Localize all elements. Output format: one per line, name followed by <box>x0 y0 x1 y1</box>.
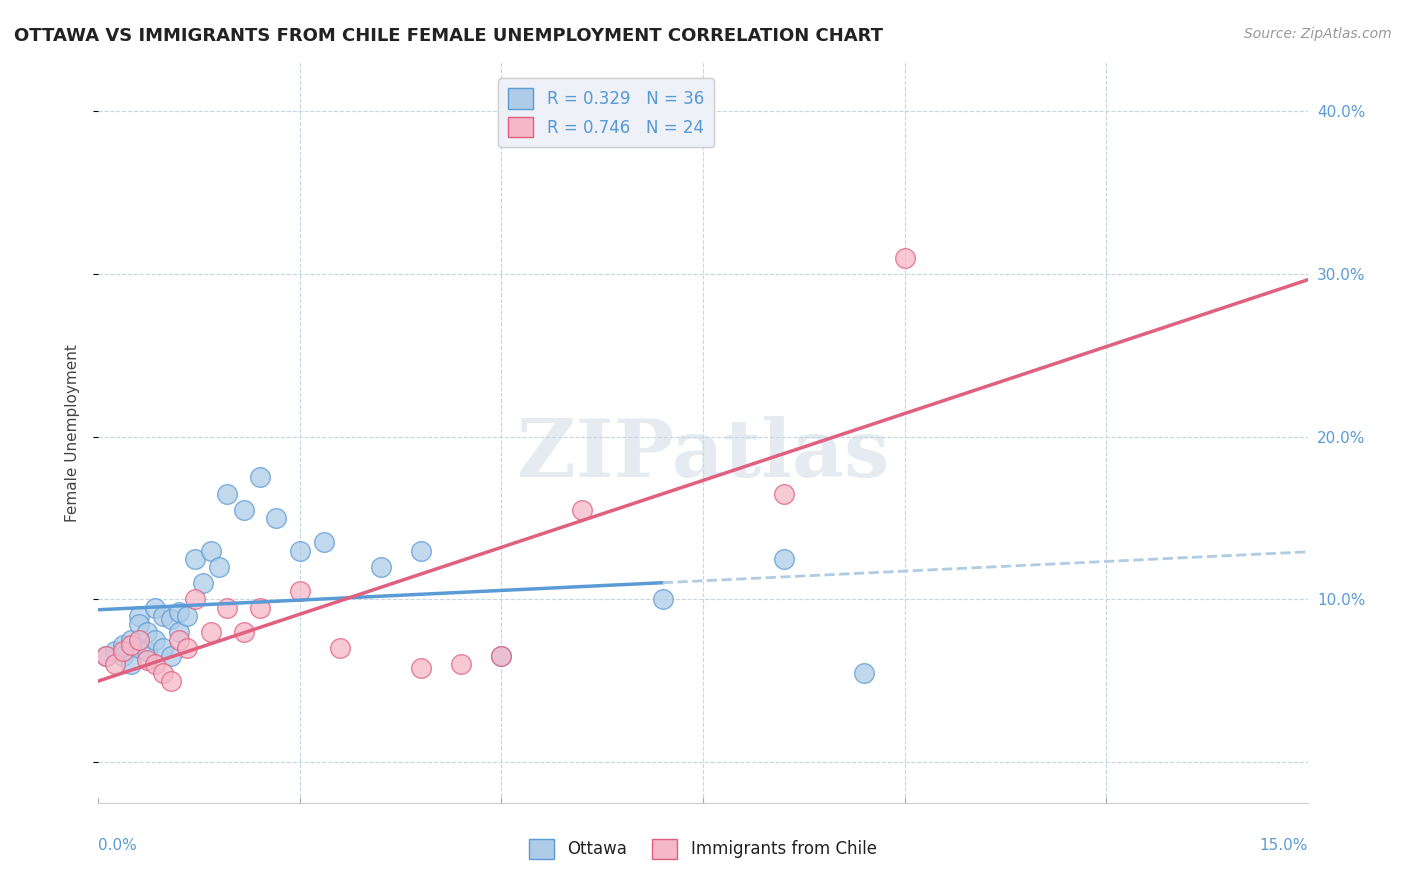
Point <box>135 652 157 666</box>
Text: 15.0%: 15.0% <box>1260 838 1308 854</box>
Point <box>176 608 198 623</box>
Point <box>120 638 142 652</box>
Point <box>772 551 794 566</box>
Point <box>232 624 254 639</box>
Point <box>571 503 593 517</box>
Point <box>160 673 183 688</box>
Point <box>111 649 134 664</box>
Point <box>249 470 271 484</box>
Point <box>160 649 183 664</box>
Text: Source: ZipAtlas.com: Source: ZipAtlas.com <box>1244 27 1392 41</box>
Legend: R = 0.329   N = 36, R = 0.746   N = 24: R = 0.329 N = 36, R = 0.746 N = 24 <box>499 78 714 147</box>
Point <box>111 644 134 658</box>
Point <box>103 657 125 672</box>
Point <box>128 633 150 648</box>
Point <box>135 644 157 658</box>
Point <box>128 641 150 656</box>
Point <box>200 624 222 639</box>
Point <box>96 649 118 664</box>
Point <box>217 600 239 615</box>
Point <box>167 633 190 648</box>
Legend: Ottawa, Immigrants from Chile: Ottawa, Immigrants from Chile <box>523 832 883 866</box>
Point <box>135 624 157 639</box>
Point <box>409 661 432 675</box>
Point <box>208 559 231 574</box>
Y-axis label: Female Unemployment: Female Unemployment <box>65 343 80 522</box>
Point <box>111 638 134 652</box>
Point <box>370 559 392 574</box>
Point <box>491 649 513 664</box>
Point <box>143 657 166 672</box>
Point <box>120 657 142 672</box>
Text: ZIPatlas: ZIPatlas <box>517 416 889 494</box>
Point <box>409 543 432 558</box>
Text: 0.0%: 0.0% <box>98 838 138 854</box>
Point <box>853 665 876 680</box>
Point <box>232 503 254 517</box>
Point <box>160 612 183 626</box>
Point <box>288 584 311 599</box>
Point <box>288 543 311 558</box>
Point <box>893 251 915 265</box>
Point <box>217 486 239 500</box>
Point <box>264 511 287 525</box>
Text: OTTAWA VS IMMIGRANTS FROM CHILE FEMALE UNEMPLOYMENT CORRELATION CHART: OTTAWA VS IMMIGRANTS FROM CHILE FEMALE U… <box>14 27 883 45</box>
Point <box>96 649 118 664</box>
Point <box>128 608 150 623</box>
Point <box>143 633 166 648</box>
Point <box>128 616 150 631</box>
Point <box>314 535 336 549</box>
Point <box>184 592 207 607</box>
Point <box>152 608 174 623</box>
Point <box>200 543 222 558</box>
Point <box>450 657 472 672</box>
Point <box>143 600 166 615</box>
Point <box>184 551 207 566</box>
Point <box>152 641 174 656</box>
Point <box>120 633 142 648</box>
Point <box>103 644 125 658</box>
Point <box>249 600 271 615</box>
Point <box>772 486 794 500</box>
Point <box>167 606 190 620</box>
Point <box>651 592 673 607</box>
Point <box>491 649 513 664</box>
Point <box>329 641 352 656</box>
Point <box>193 576 215 591</box>
Point <box>176 641 198 656</box>
Point <box>167 624 190 639</box>
Point <box>152 665 174 680</box>
